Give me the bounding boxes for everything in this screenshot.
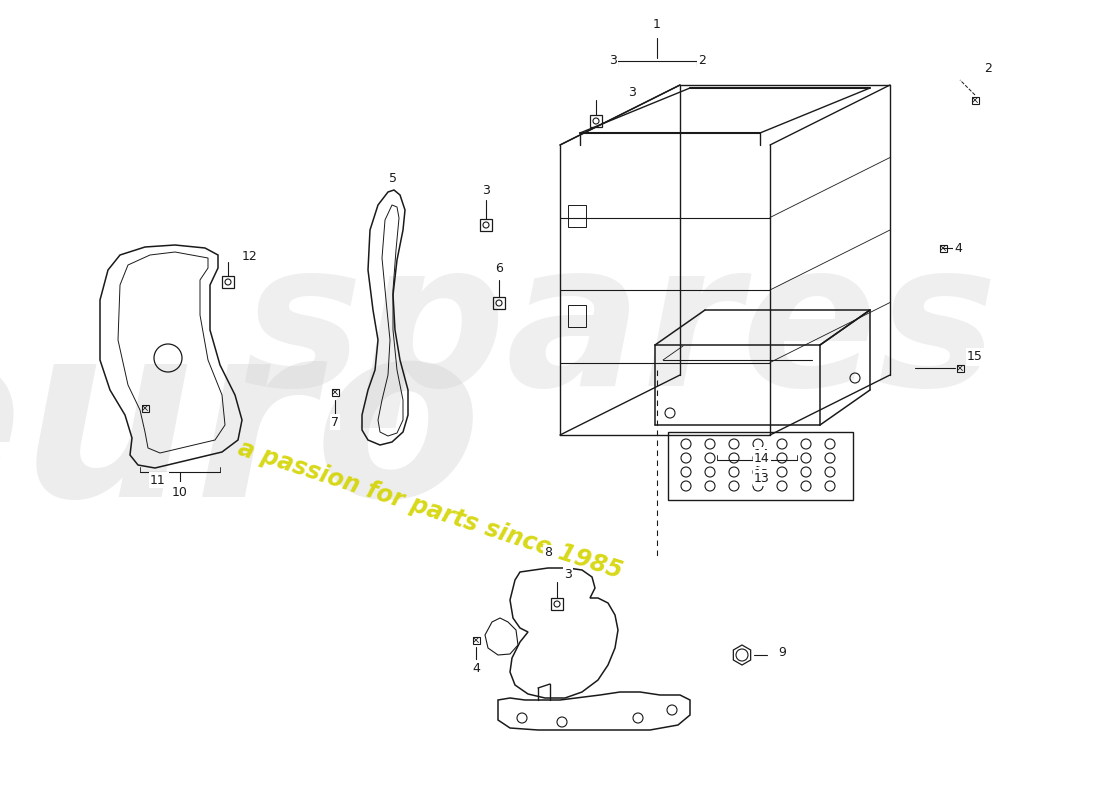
Bar <box>142 405 148 411</box>
Bar <box>668 432 852 500</box>
Text: 5: 5 <box>389 171 397 185</box>
Bar <box>971 97 979 103</box>
Bar <box>222 276 234 288</box>
Bar <box>480 219 492 231</box>
Text: 6: 6 <box>495 266 503 278</box>
Text: 10: 10 <box>172 486 188 498</box>
Text: 4: 4 <box>954 242 961 254</box>
Text: spares: spares <box>242 233 998 427</box>
Text: 8: 8 <box>544 546 552 559</box>
Bar <box>493 297 505 309</box>
Text: 15: 15 <box>967 350 983 362</box>
Bar <box>590 115 602 127</box>
Text: 12: 12 <box>242 251 257 265</box>
Text: 7: 7 <box>331 415 339 429</box>
Text: 13: 13 <box>755 471 770 485</box>
Text: 11: 11 <box>150 474 166 486</box>
Text: 8: 8 <box>544 549 552 562</box>
Bar <box>939 245 946 251</box>
Text: 14: 14 <box>755 449 770 462</box>
Text: 11: 11 <box>152 474 168 486</box>
Text: 15: 15 <box>967 351 983 365</box>
Text: 12: 12 <box>242 250 257 262</box>
Bar <box>551 598 563 610</box>
Text: 1: 1 <box>653 18 661 30</box>
Text: 6: 6 <box>495 262 503 274</box>
Text: 1: 1 <box>653 22 661 34</box>
Text: 7: 7 <box>331 415 339 429</box>
Text: a passion for parts since 1985: a passion for parts since 1985 <box>234 436 625 584</box>
Text: 9: 9 <box>778 646 785 659</box>
Text: 4: 4 <box>472 662 480 674</box>
Bar <box>473 637 480 643</box>
Text: 2: 2 <box>984 62 992 74</box>
Bar <box>568 305 586 327</box>
Bar <box>331 389 339 395</box>
Bar <box>957 365 964 371</box>
Text: 10: 10 <box>172 483 188 497</box>
Text: euro: euro <box>0 312 482 548</box>
Text: 13: 13 <box>755 469 770 482</box>
Text: 3: 3 <box>564 569 572 582</box>
Text: 5: 5 <box>389 171 397 185</box>
Bar <box>568 205 586 227</box>
Text: 3: 3 <box>482 183 490 197</box>
Text: 14: 14 <box>755 451 770 465</box>
Text: 3: 3 <box>609 54 617 67</box>
Text: 9: 9 <box>778 649 785 662</box>
Text: 2: 2 <box>698 54 706 67</box>
Text: 3: 3 <box>628 86 636 98</box>
